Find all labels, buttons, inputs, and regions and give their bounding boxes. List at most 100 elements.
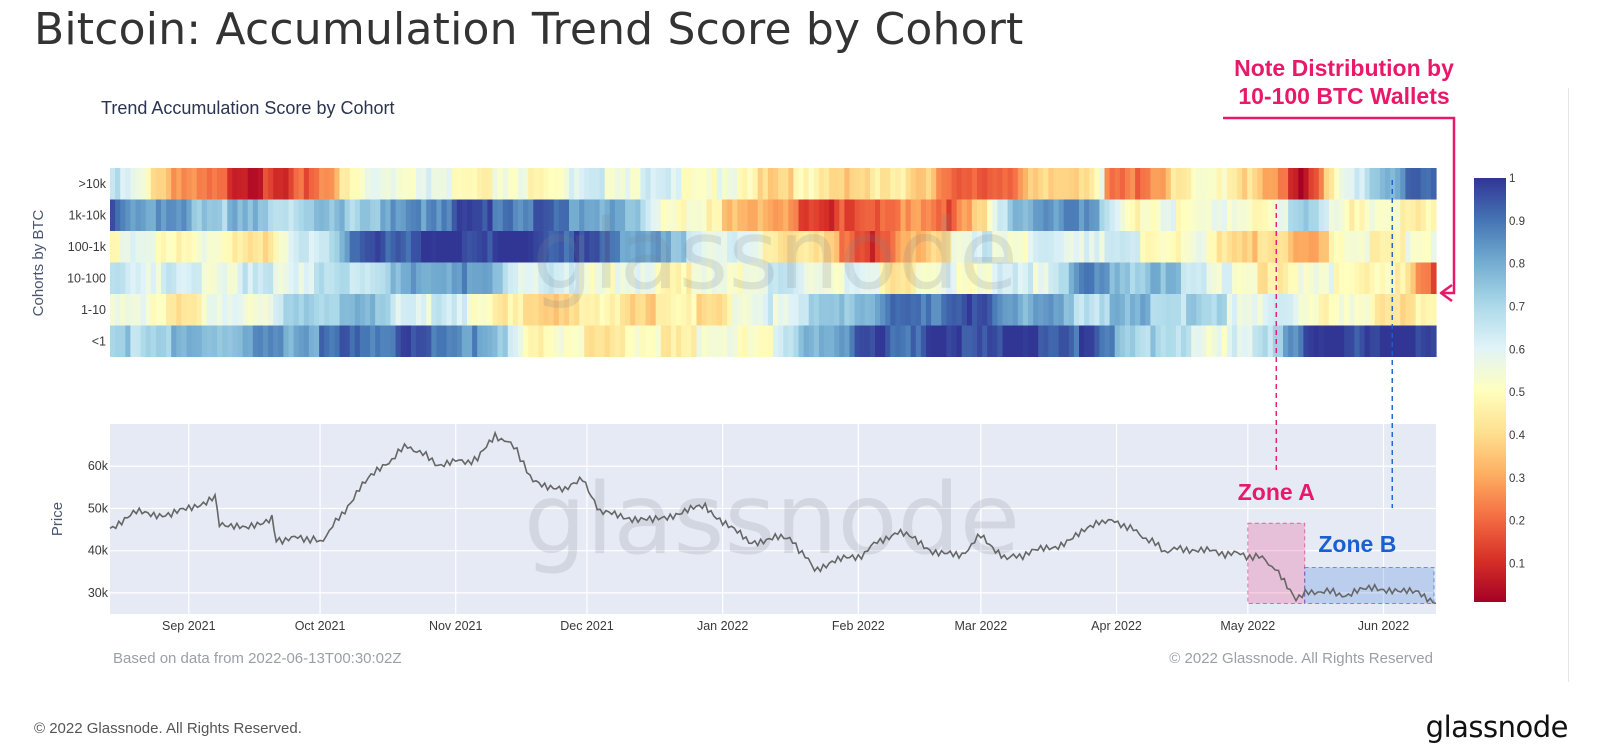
heatmap-cell <box>992 168 998 200</box>
heatmap-cell <box>533 168 539 200</box>
heatmap-cell <box>380 262 386 294</box>
heatmap-cell <box>946 262 953 294</box>
heatmap-cell <box>849 168 856 200</box>
heatmap-cell <box>1068 168 1075 200</box>
heatmap-cell <box>1405 231 1412 263</box>
heatmap-cell <box>222 168 228 200</box>
heatmap-cell <box>375 325 381 357</box>
heatmap-cell <box>767 168 774 200</box>
heatmap-cell <box>227 199 233 231</box>
heatmap-cell <box>273 199 279 231</box>
heatmap-cell <box>997 325 1004 357</box>
heatmap-cell <box>1170 294 1177 326</box>
heatmap-cell <box>1119 262 1126 294</box>
heatmap-cell <box>1288 325 1294 357</box>
heatmap-cell <box>176 325 182 357</box>
heatmap-cell <box>686 168 692 200</box>
heatmap-cell <box>645 231 652 263</box>
heatmap-cell <box>273 294 279 326</box>
heatmap-cell <box>1191 325 1197 357</box>
heatmap-cell <box>829 231 835 263</box>
heatmap-cell <box>824 199 830 231</box>
heatmap-cell <box>1288 168 1294 200</box>
heatmap-cell <box>1073 199 1080 231</box>
heatmap-cell <box>1043 325 1049 357</box>
heatmap-cell <box>1160 262 1167 294</box>
heatmap-cell <box>1349 199 1355 231</box>
heatmap-cell <box>518 325 524 357</box>
heatmap-cell <box>1242 325 1248 357</box>
heatmap-cell <box>650 262 657 294</box>
heatmap-cell <box>859 231 866 263</box>
heatmap-cell <box>946 199 953 231</box>
heatmap-cell <box>1334 262 1340 294</box>
heatmap-cell <box>563 325 570 357</box>
heatmap-cell <box>1293 199 1299 231</box>
heatmap-cell <box>1385 168 1391 200</box>
heatmap-cell <box>1405 294 1412 326</box>
heatmap-cell <box>1160 325 1167 357</box>
heatmap-cell <box>416 199 422 231</box>
price-y-tick: 50k <box>88 501 109 515</box>
heatmap-cell <box>722 262 728 294</box>
heatmap-cell <box>681 262 687 294</box>
heatmap-cell <box>956 262 963 294</box>
heatmap-cell <box>609 262 616 294</box>
heatmap-cell <box>778 168 784 200</box>
heatmap-cell <box>416 168 422 200</box>
heatmap-cell <box>808 199 815 231</box>
heatmap-cell <box>711 262 718 294</box>
heatmap-cell <box>1323 168 1330 200</box>
heatmap-cell <box>303 199 310 231</box>
heatmap-cell <box>1318 199 1325 231</box>
heatmap-cell <box>553 168 560 200</box>
heatmap-cell <box>1058 168 1065 200</box>
heatmap-cell <box>1206 168 1213 200</box>
heatmap-cell <box>859 168 866 200</box>
heatmap-cell <box>217 168 223 200</box>
heatmap-cell <box>1385 231 1391 263</box>
heatmap-cell <box>319 325 325 357</box>
heatmap-cell <box>558 168 565 200</box>
heatmap-cell <box>1242 231 1248 263</box>
heatmap-cell <box>370 325 376 357</box>
heatmap-cell <box>354 231 361 263</box>
heatmap-cell <box>1344 168 1350 200</box>
heatmap-cell <box>630 199 636 231</box>
heatmap-cell <box>359 199 366 231</box>
heatmap-cell <box>1140 168 1146 200</box>
heatmap-cell <box>426 325 432 357</box>
heatmap-cell <box>1267 231 1274 263</box>
heatmap-cell <box>191 199 198 231</box>
heatmap-cell <box>206 325 213 357</box>
heatmap-cell <box>1405 199 1412 231</box>
heatmap-cell <box>594 262 601 294</box>
heatmap-cell <box>599 231 606 263</box>
heatmap-cell <box>1022 199 1029 231</box>
heatmap-cell <box>222 294 228 326</box>
heatmap-cell <box>742 199 749 231</box>
heatmap-cell <box>1007 294 1014 326</box>
heatmap-cell <box>227 325 233 357</box>
heatmap-cell <box>778 262 784 294</box>
heatmap-cell <box>1084 168 1090 200</box>
heatmap-cell <box>1140 325 1146 357</box>
heatmap-cell <box>222 262 228 294</box>
heatmap-cell <box>1130 168 1136 200</box>
heatmap-cell <box>569 231 575 263</box>
heatmap-cell <box>349 262 356 294</box>
heatmap-cell <box>671 294 677 326</box>
heatmap-cell <box>161 168 167 200</box>
heatmap-cell <box>982 231 988 263</box>
heatmap-cell <box>956 231 963 263</box>
heatmap-cell <box>492 262 499 294</box>
heatmap-cell <box>563 262 570 294</box>
heatmap-cell <box>467 168 473 200</box>
heatmap-cell <box>502 294 509 326</box>
heatmap-cell <box>1318 262 1325 294</box>
heatmap-cell <box>1063 168 1070 200</box>
heatmap-cell <box>1170 262 1177 294</box>
heatmap-cell <box>614 168 621 200</box>
heatmap-cell <box>339 262 346 294</box>
heatmap-cell <box>171 325 177 357</box>
